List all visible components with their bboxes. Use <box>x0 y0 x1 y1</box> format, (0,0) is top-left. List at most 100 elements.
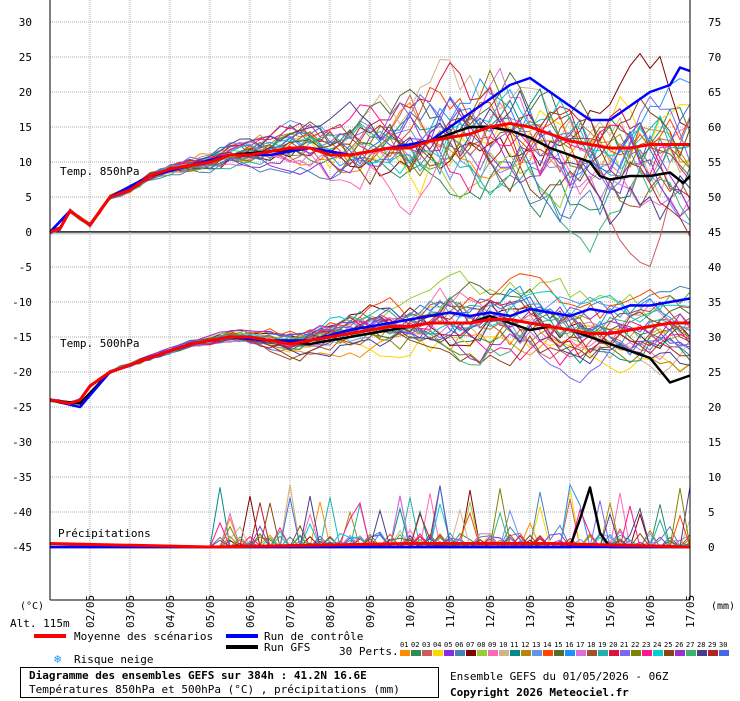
run-label: Ensemble GEFS du 01/05/2026 - 06Z <box>450 670 669 683</box>
pert-number: 30 <box>719 641 727 649</box>
date-label: 17/05 <box>684 595 697 628</box>
run-info: Ensemble GEFS du 01/05/2026 - 06Z Copyri… <box>450 669 669 701</box>
legend-mean-swatch <box>34 634 66 638</box>
right-tick-label: 0 <box>708 541 715 554</box>
date-label: 12/05 <box>484 595 497 628</box>
date-label: 16/05 <box>644 595 657 628</box>
altitude-label: Alt. 115m <box>10 617 70 630</box>
perts-label: 30 Perts. <box>339 645 399 658</box>
date-label: 08/05 <box>324 595 337 628</box>
date-label: 03/05 <box>124 595 137 628</box>
left-tick-label: 15 <box>19 121 32 134</box>
pert-swatch <box>620 650 630 656</box>
pert-number: 26 <box>675 641 683 649</box>
right-tick-label: 50 <box>708 191 721 204</box>
right-tick-label: 15 <box>708 436 721 449</box>
pert-06-t850 <box>49 119 691 232</box>
date-label: 10/05 <box>404 595 417 628</box>
pert-number: 16 <box>565 641 573 649</box>
pert-swatch <box>488 650 498 656</box>
date-label: 05/05 <box>204 595 217 628</box>
axes <box>49 0 691 601</box>
right-tick-label: 35 <box>708 296 721 309</box>
right-tick-label: 55 <box>708 156 721 169</box>
pert-swatch <box>576 650 586 656</box>
pert-number: 05 <box>444 641 452 649</box>
right-tick-label: 70 <box>708 51 721 64</box>
pert-number: 28 <box>697 641 705 649</box>
right-tick-label: 25 <box>708 366 721 379</box>
pert-number: 13 <box>532 641 540 649</box>
pert-27-t850 <box>49 123 691 254</box>
pert-swatch <box>411 650 421 656</box>
date-label: 04/05 <box>164 595 177 628</box>
pert-swatch <box>455 650 465 656</box>
pert-swatch <box>653 650 663 656</box>
right-tick-label: 10 <box>708 471 721 484</box>
left-tick-label: 30 <box>19 16 32 29</box>
pert-number: 23 <box>642 641 650 649</box>
right-tick-label: 30 <box>708 331 721 344</box>
legend-gfs-label: Run GFS <box>264 641 310 654</box>
left-tick-label: -35 <box>12 471 32 484</box>
pert-swatch <box>543 650 553 656</box>
date-label: 09/05 <box>364 595 377 628</box>
right-tick-label: 40 <box>708 261 721 274</box>
right-tick-label: 20 <box>708 401 721 414</box>
right-tick-label: 5 <box>708 506 715 519</box>
date-label: 14/05 <box>564 595 577 628</box>
pert-number: 02 <box>411 641 419 649</box>
pert-number: 21 <box>620 641 628 649</box>
label-precip: Précipitations <box>58 527 151 540</box>
pert-swatch <box>642 650 652 656</box>
left-tick-label: -20 <box>12 366 32 379</box>
date-label: 07/05 <box>284 595 297 628</box>
date-label: 11/05 <box>444 595 457 628</box>
title-line2: Températures 850hPa et 500hPa (°C) , pré… <box>29 683 400 696</box>
pert-number: 03 <box>422 641 430 649</box>
pert-swatch <box>609 650 619 656</box>
pert-swatch <box>466 650 476 656</box>
pert-swatch <box>565 650 575 656</box>
series-0-t850 <box>49 122 690 234</box>
pert-number: 11 <box>510 641 518 649</box>
pert-number: 14 <box>543 641 551 649</box>
pert-number: 19 <box>598 641 606 649</box>
pert-swatch <box>444 650 454 656</box>
left-tick-label: -30 <box>12 436 32 449</box>
axis-labels: 302520151050-5-10-15-20-25-30-35-40-4575… <box>10 16 735 630</box>
left-tick-label: 5 <box>25 191 32 204</box>
pert-number: 01 <box>400 641 408 649</box>
right-unit-label: (mm) <box>711 601 735 612</box>
pert-number: 12 <box>521 641 529 649</box>
left-tick-label: -15 <box>12 331 32 344</box>
pert-swatch <box>532 650 542 656</box>
pert-number: 25 <box>664 641 672 649</box>
pert-swatch <box>499 650 509 656</box>
main-series <box>49 66 691 549</box>
pert-swatch <box>631 650 641 656</box>
pert-swatch <box>697 650 707 656</box>
left-tick-label: -25 <box>12 401 32 414</box>
right-tick-label: 65 <box>708 86 721 99</box>
date-label: 06/05 <box>244 595 257 628</box>
left-tick-label: 10 <box>19 156 32 169</box>
pert-swatch <box>719 650 729 656</box>
left-tick-label: -5 <box>19 261 32 274</box>
pert-swatch <box>675 650 685 656</box>
pert-swatch <box>554 650 564 656</box>
date-label: 13/05 <box>524 595 537 628</box>
legend-gfs-swatch <box>226 645 258 649</box>
left-tick-label: 20 <box>19 86 32 99</box>
copyright: Copyright 2026 Meteociel.fr <box>450 686 629 699</box>
pert-swatch <box>587 650 597 656</box>
pert-number: 29 <box>708 641 716 649</box>
pert-swatch <box>422 650 432 656</box>
right-tick-label: 75 <box>708 16 721 29</box>
series-0-precip <box>49 542 691 549</box>
pert-swatch <box>686 650 696 656</box>
pert-number: 04 <box>433 641 441 649</box>
left-tick-label: -40 <box>12 506 32 519</box>
pert-number: 20 <box>609 641 617 649</box>
legend-control-swatch <box>226 634 258 638</box>
